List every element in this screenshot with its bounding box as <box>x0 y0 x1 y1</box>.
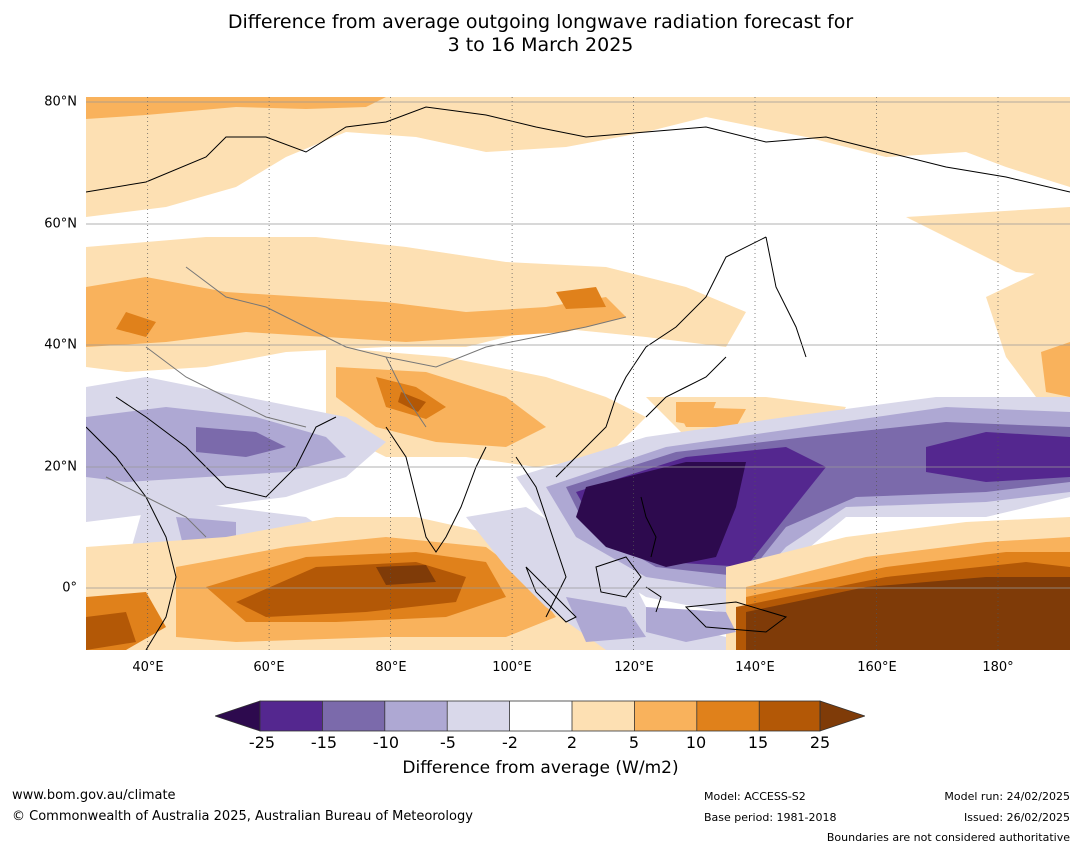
coastline-kamchatka <box>765 236 807 358</box>
colorbar-swatch-9 <box>759 701 820 731</box>
colorbar-swatch-3 <box>384 701 448 731</box>
lon-label-100e: 100°E <box>492 660 532 675</box>
lat-label-40n: 40°N <box>44 337 77 353</box>
island-sulawesi <box>645 586 662 613</box>
coastline-arabia <box>115 396 337 498</box>
colorbar-tick: 15 <box>747 733 769 752</box>
model-text: Model: ACCESS-S2 <box>704 790 806 803</box>
colorbar-swatch-8 <box>696 701 760 731</box>
coastline-east-asia <box>555 236 767 478</box>
coastline-africa <box>86 426 177 650</box>
lon-label-40e: 40°E <box>132 660 164 675</box>
lon-label-180: 180° <box>982 660 1014 675</box>
base-period-text: Base period: 1981-2018 <box>704 811 837 824</box>
issued-text: Issued: 26/02/2025 <box>963 811 1070 824</box>
west-pacific-strong <box>576 462 746 567</box>
lon-label-160e: 160°E <box>857 660 897 675</box>
colorbar-tick: -2 <box>502 733 518 752</box>
colorbar-swatch-6 <box>572 701 635 731</box>
lat-label-80n: 80°N <box>44 94 77 110</box>
map-svg <box>86 97 1070 650</box>
lon-label-60e: 60°E <box>253 660 285 675</box>
lon-label-140e: 140°E <box>735 660 775 675</box>
colorbar-tick: 5 <box>628 733 640 752</box>
colorbar-tick: -15 <box>310 733 338 752</box>
colorbar-swatch-5 <box>509 701 572 731</box>
colorbar-swatch-4 <box>447 701 510 731</box>
anomaly-map <box>86 97 1070 650</box>
website-link[interactable]: www.bom.gov.au/climate <box>12 788 176 803</box>
central-asia-band <box>86 237 746 372</box>
lat-label-20n: 20°N <box>44 459 77 475</box>
disclaimer-text: Boundaries are not considered authoritat… <box>826 831 1070 844</box>
colorbar-title: Difference from average (W/m2) <box>402 758 679 778</box>
colorbar-tick: -5 <box>440 733 456 752</box>
coastline-india <box>385 426 487 553</box>
colorbar-swatch-2 <box>322 701 385 731</box>
colorbar-tick: -10 <box>372 733 400 752</box>
chart-title-line1: Difference from average outgoing longwav… <box>227 11 854 33</box>
colorbar-tick: 10 <box>685 733 707 752</box>
coastline-europe-asia <box>86 106 1070 193</box>
island-philippines <box>640 496 657 558</box>
arctic-orange-strip <box>86 97 386 119</box>
copyright-text: © Commonwealth of Australia 2025, Austra… <box>12 809 473 824</box>
east-siberia-orange <box>906 207 1070 277</box>
model-run-text: Model run: 24/02/2025 <box>944 790 1070 803</box>
chart-title-line2: 3 to 16 March 2025 <box>447 34 634 56</box>
colorbar-tick: 2 <box>566 733 578 752</box>
colorbar-swatch-7 <box>634 701 697 731</box>
colorbar-swatch-high <box>819 700 865 732</box>
colorbar-tick: 25 <box>809 733 831 752</box>
colorbar-swatch-low <box>215 700 261 732</box>
colorbar-swatch-1 <box>260 701 323 731</box>
lon-label-80e: 80°E <box>375 660 407 675</box>
coastline-japan <box>645 356 727 418</box>
colorbar-tick: -25 <box>248 733 276 752</box>
arctic-band <box>86 97 1070 217</box>
colorbar <box>215 700 865 732</box>
lat-label-0: 0° <box>62 580 77 596</box>
island-new-guinea <box>684 601 788 633</box>
lat-label-60n: 60°N <box>44 216 77 232</box>
lon-label-120e: 120°E <box>614 660 654 675</box>
